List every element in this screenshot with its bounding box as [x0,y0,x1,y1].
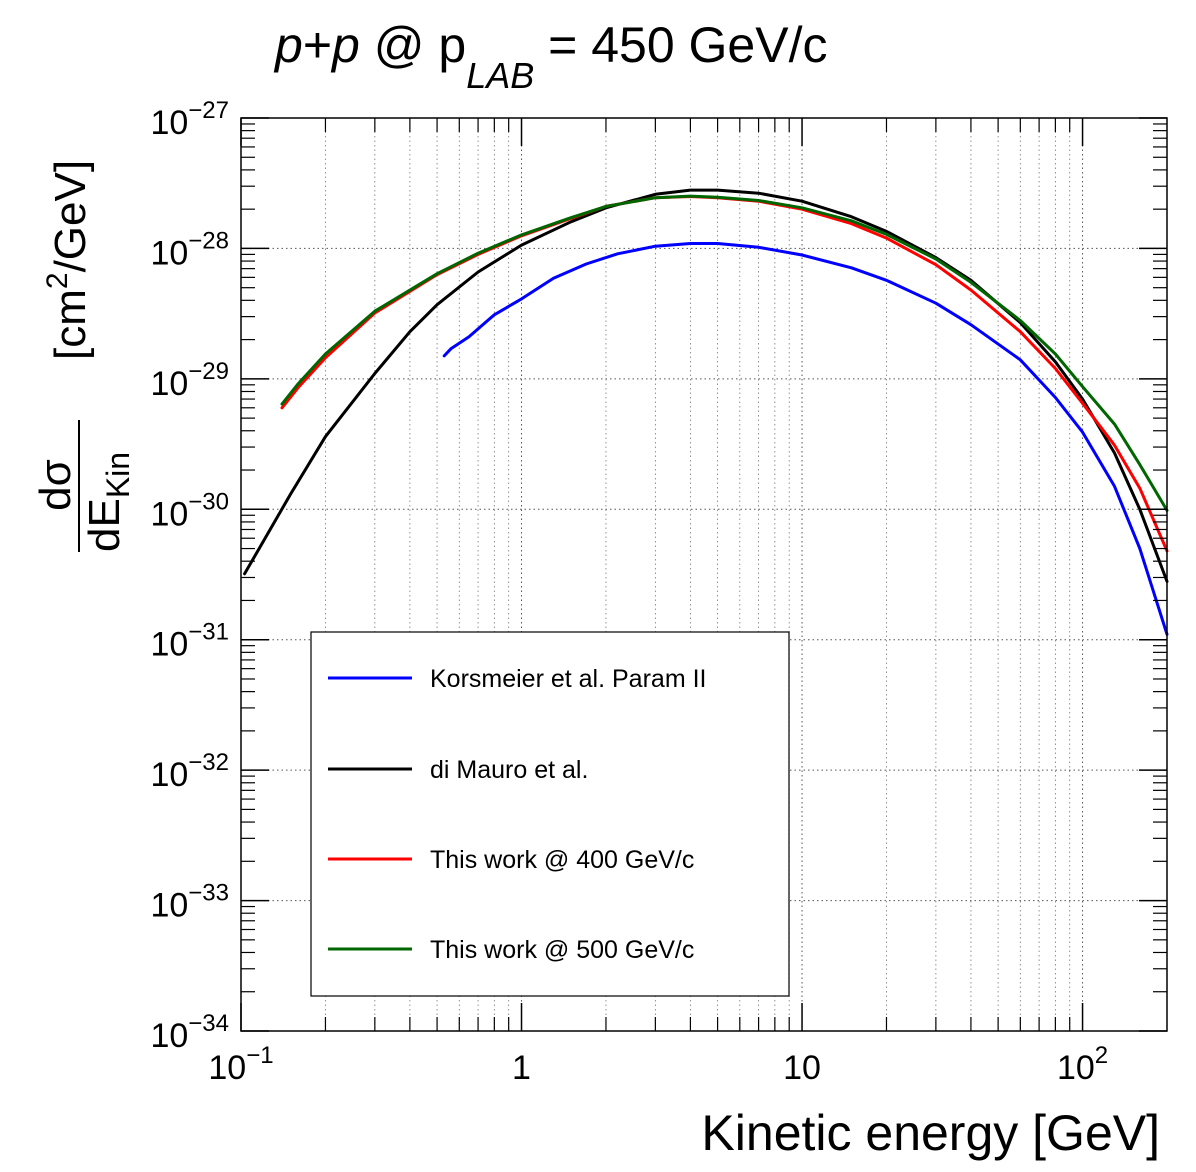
y-tick-label: 10−28 [150,227,229,272]
y-tick-labels: 10−27 10−28 10−29 10−30 10−31 10−32 10−33 10−34 [150,97,229,1055]
legend-label-1: Korsmeier et al. Param II [430,665,706,693]
series-line-1 [442,242,1169,636]
y-tick-label: 10−33 [150,880,229,925]
x-tick-label: 10−1 [208,1042,273,1087]
series-lines [243,188,1169,636]
y-label-numerator: dσ [31,459,80,511]
series-line-4 [280,194,1169,512]
y-tick-label: 10−31 [150,619,229,664]
chart-title: p+p @ pLAB = 450 GeV/c [273,17,827,96]
x-tick-label: 102 [1057,1042,1108,1087]
x-tick-label: 1 [512,1049,531,1087]
x-axis-label: Kinetic energy [GeV] [701,1105,1160,1161]
y-label-denominator: dEKin [80,452,136,552]
x-tick-labels: 10−1 1 10 102 [208,1042,1108,1087]
y-tick-label: 10−34 [150,1010,229,1055]
y-tick-label: 10−32 [150,749,229,794]
axis-ticks [240,117,1167,1032]
y-tick-label: 10−30 [150,488,229,533]
series-line-2 [243,188,1169,583]
legend: Korsmeier et al. Param II di Mauro et al.… [310,631,790,997]
legend-label-2: di Mauro et al. [430,756,588,784]
legend-box [310,631,790,997]
plot-frame [240,117,1168,1032]
legend-label-3: This work @ 400 GeV/c [430,846,694,874]
y-tick-label: 10−27 [150,97,229,142]
legend-label-4: This work @ 500 GeV/c [430,936,694,964]
y-axis-label: dσ dEKin [cm2/GeV] [31,160,136,552]
x-tick-label: 10 [783,1049,821,1087]
y-label-unit: [cm2/GeV] [41,160,95,360]
y-tick-label: 10−29 [150,358,229,403]
